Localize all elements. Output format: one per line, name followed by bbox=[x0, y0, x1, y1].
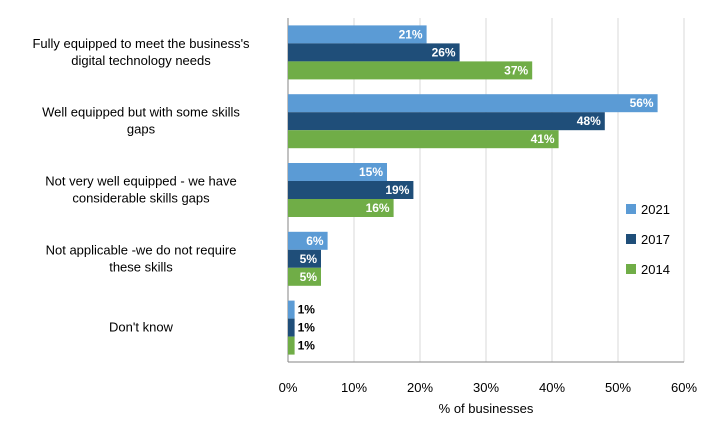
bar-2017-1 bbox=[288, 112, 605, 131]
bar-2014-3 bbox=[288, 267, 321, 286]
legend-swatch-2021 bbox=[626, 204, 636, 214]
bar-2021-0 bbox=[288, 25, 427, 44]
data-label: 1% bbox=[298, 321, 316, 335]
legend-label: 2014 bbox=[641, 262, 670, 277]
category-label: Not very well equipped - we have consider… bbox=[45, 174, 237, 206]
bars bbox=[288, 25, 658, 355]
data-label: 16% bbox=[366, 201, 390, 215]
category-labels: Fully equipped to meet the business's dig… bbox=[32, 36, 250, 335]
data-label: 1% bbox=[298, 339, 316, 353]
bar-2017-2 bbox=[288, 181, 414, 199]
data-label: 21% bbox=[399, 27, 423, 41]
x-tick-label: 10% bbox=[341, 380, 367, 395]
data-label: 37% bbox=[504, 63, 528, 77]
x-tick-label: 50% bbox=[605, 380, 631, 395]
bar-2021-1 bbox=[288, 94, 658, 113]
legend-swatch-2014 bbox=[626, 264, 636, 274]
data-label: 56% bbox=[630, 96, 654, 110]
bar-2021-3 bbox=[288, 231, 328, 250]
bar-2014-2 bbox=[288, 199, 394, 217]
bar-2014-0 bbox=[288, 61, 533, 80]
data-label: 19% bbox=[385, 183, 409, 197]
data-label: 48% bbox=[577, 114, 601, 128]
bar-2014-1 bbox=[288, 130, 559, 149]
x-axis-ticks: 0% 10% 20% 30% 40% 50% 60% bbox=[279, 380, 698, 395]
legend-label: 2021 bbox=[641, 202, 670, 217]
x-tick-label: 20% bbox=[407, 380, 433, 395]
bar-2017-3 bbox=[288, 249, 321, 268]
legend-swatch-2017 bbox=[626, 234, 636, 244]
x-tick-label: 0% bbox=[279, 380, 298, 395]
data-label: 5% bbox=[300, 252, 318, 266]
data-label: 1% bbox=[298, 303, 316, 317]
bar-2017-0 bbox=[288, 43, 460, 62]
data-label: 6% bbox=[306, 234, 324, 248]
category-label: Well equipped but with some skills gaps bbox=[42, 105, 240, 137]
bar-2017-4 bbox=[288, 318, 295, 337]
x-tick-label: 60% bbox=[671, 380, 697, 395]
data-labels: 21% 26% 37% 56% 48% 41% 15%19% 16% 6% 5% 5% 1% 1% 1% bbox=[298, 27, 654, 352]
category-label: Don't know bbox=[109, 320, 174, 335]
x-tick-label: 40% bbox=[539, 380, 565, 395]
bar-2021-4 bbox=[288, 300, 295, 319]
bar-2021-2 bbox=[288, 163, 387, 181]
x-axis-title: % of businesses bbox=[439, 401, 534, 416]
data-label: 41% bbox=[531, 132, 555, 146]
category-label: Fully equipped to meet the business's dig… bbox=[32, 36, 250, 68]
bar-2014-4 bbox=[288, 336, 295, 355]
category-label: Not applicable -we do not require these s… bbox=[46, 242, 237, 274]
legend: 2021 2017 2014 bbox=[626, 202, 670, 277]
legend-label: 2017 bbox=[641, 232, 670, 247]
data-label: 15% bbox=[359, 165, 383, 179]
data-label: 26% bbox=[432, 45, 456, 59]
data-label: 5% bbox=[300, 270, 318, 284]
x-tick-label: 30% bbox=[473, 380, 499, 395]
